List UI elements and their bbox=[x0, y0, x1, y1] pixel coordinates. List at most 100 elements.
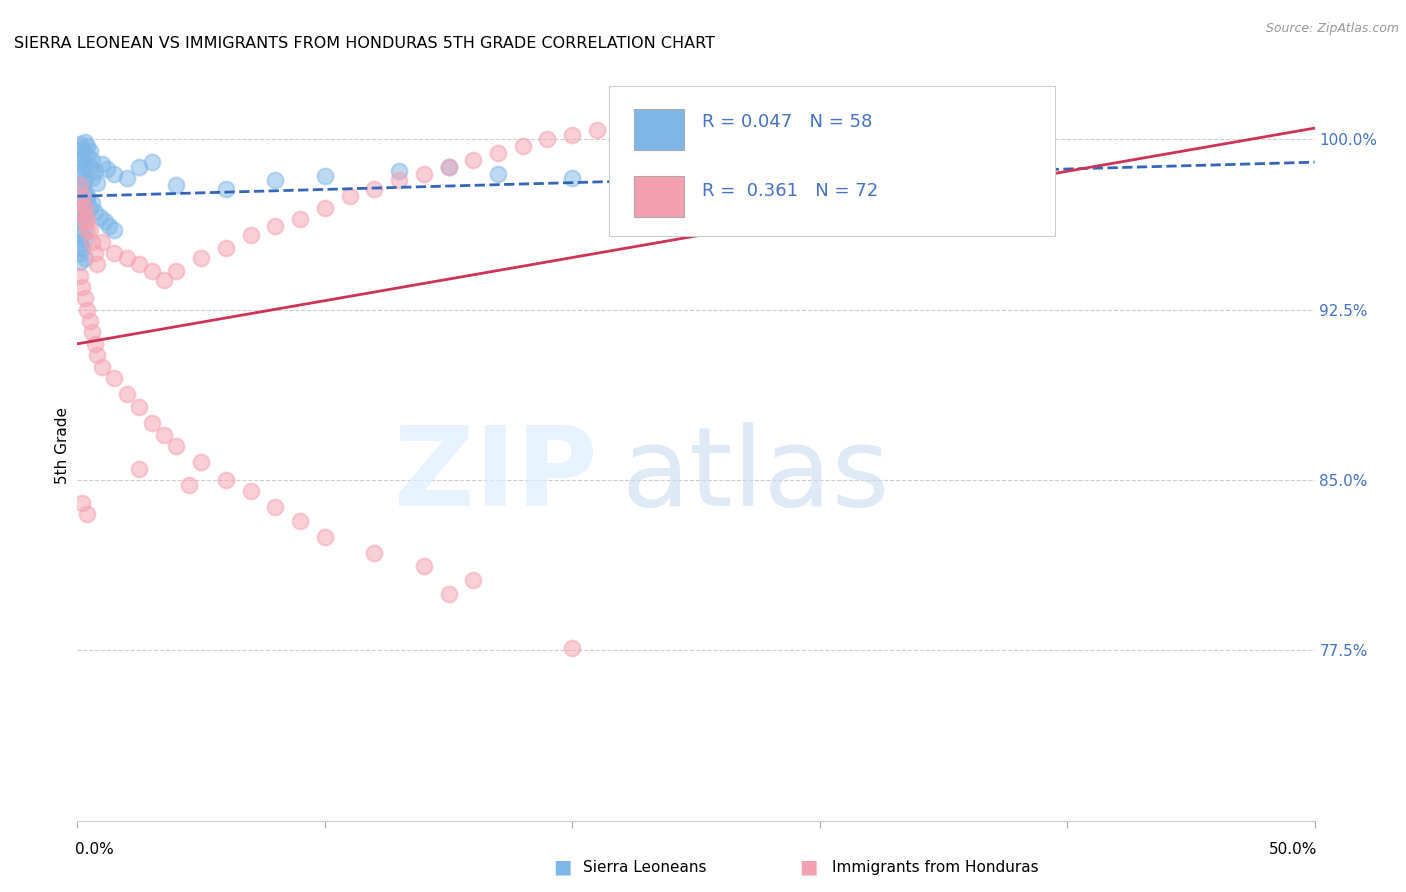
Point bbox=[128, 257, 150, 271]
Point bbox=[141, 264, 163, 278]
Point bbox=[512, 139, 534, 153]
Point bbox=[69, 255, 91, 269]
Y-axis label: 5th Grade: 5th Grade bbox=[55, 408, 70, 484]
Point bbox=[69, 196, 91, 211]
Point bbox=[190, 251, 212, 265]
Point bbox=[165, 264, 187, 278]
Text: R =  0.361   N = 72: R = 0.361 N = 72 bbox=[702, 182, 879, 200]
Point bbox=[412, 559, 434, 574]
Point bbox=[486, 146, 509, 161]
Point bbox=[72, 280, 94, 294]
Point bbox=[128, 160, 150, 174]
Point bbox=[128, 401, 150, 415]
Point bbox=[91, 359, 114, 374]
Point bbox=[98, 219, 121, 233]
Point bbox=[83, 336, 105, 351]
Point bbox=[69, 236, 91, 251]
Point bbox=[115, 386, 138, 401]
Point bbox=[72, 242, 94, 256]
Point bbox=[561, 128, 583, 142]
Point bbox=[115, 251, 138, 265]
Point bbox=[73, 214, 96, 228]
Point bbox=[69, 246, 91, 260]
Point bbox=[264, 173, 287, 187]
Point bbox=[76, 139, 98, 153]
Text: ZIP: ZIP bbox=[394, 423, 598, 530]
Point bbox=[76, 192, 98, 206]
Point bbox=[610, 121, 633, 136]
Point bbox=[103, 223, 125, 237]
Point bbox=[72, 189, 94, 203]
Point bbox=[239, 484, 262, 499]
Point bbox=[73, 251, 96, 265]
Point bbox=[759, 110, 782, 124]
Point bbox=[89, 210, 111, 224]
Point bbox=[561, 641, 583, 656]
Point bbox=[91, 235, 114, 249]
Point bbox=[264, 219, 287, 233]
Point bbox=[177, 477, 200, 491]
Point bbox=[115, 171, 138, 186]
Point bbox=[73, 173, 96, 187]
Point bbox=[79, 223, 101, 237]
Text: Source: ZipAtlas.com: Source: ZipAtlas.com bbox=[1265, 22, 1399, 36]
Bar bbox=[634, 109, 683, 150]
Text: 0.0%: 0.0% bbox=[75, 842, 114, 857]
Point bbox=[659, 114, 682, 128]
Point bbox=[153, 427, 176, 442]
Point bbox=[73, 135, 96, 149]
Point bbox=[685, 112, 707, 126]
Text: atlas: atlas bbox=[621, 423, 890, 530]
Point bbox=[83, 205, 105, 219]
Point bbox=[96, 161, 118, 176]
Point bbox=[93, 214, 115, 228]
Point bbox=[190, 455, 212, 469]
Point bbox=[69, 146, 91, 161]
Point bbox=[86, 348, 108, 362]
Point bbox=[437, 586, 460, 600]
Point bbox=[710, 110, 733, 124]
Point bbox=[76, 189, 98, 203]
Point bbox=[82, 171, 104, 186]
Point bbox=[339, 189, 361, 203]
Text: R = 0.047   N = 58: R = 0.047 N = 58 bbox=[702, 113, 873, 131]
Point bbox=[165, 178, 187, 192]
Point bbox=[72, 142, 94, 156]
Point bbox=[83, 164, 105, 178]
Point bbox=[314, 169, 336, 183]
Point bbox=[69, 214, 91, 228]
Point bbox=[72, 496, 94, 510]
Point bbox=[165, 439, 187, 453]
Point bbox=[69, 223, 91, 237]
Point bbox=[412, 167, 434, 181]
Point bbox=[73, 201, 96, 215]
Point bbox=[288, 514, 311, 528]
Point bbox=[103, 246, 125, 260]
Point bbox=[73, 232, 96, 246]
Point bbox=[141, 155, 163, 169]
Point bbox=[69, 196, 91, 211]
Point bbox=[82, 235, 104, 249]
Point bbox=[76, 507, 98, 521]
Point bbox=[79, 201, 101, 215]
Text: ■: ■ bbox=[553, 857, 572, 877]
Text: 50.0%: 50.0% bbox=[1268, 842, 1317, 857]
Point bbox=[79, 314, 101, 328]
Point bbox=[73, 186, 96, 201]
Point bbox=[69, 268, 91, 283]
Point bbox=[76, 223, 98, 237]
Point bbox=[153, 273, 176, 287]
Point bbox=[128, 461, 150, 475]
Point bbox=[437, 160, 460, 174]
Point bbox=[79, 144, 101, 158]
Point bbox=[586, 123, 609, 137]
Point bbox=[463, 573, 485, 587]
Point bbox=[103, 371, 125, 385]
Point bbox=[91, 157, 114, 171]
Point bbox=[73, 160, 96, 174]
Point bbox=[69, 182, 91, 196]
Point bbox=[536, 132, 558, 146]
Point bbox=[72, 164, 94, 178]
Point bbox=[215, 473, 238, 487]
Bar bbox=[634, 177, 683, 218]
